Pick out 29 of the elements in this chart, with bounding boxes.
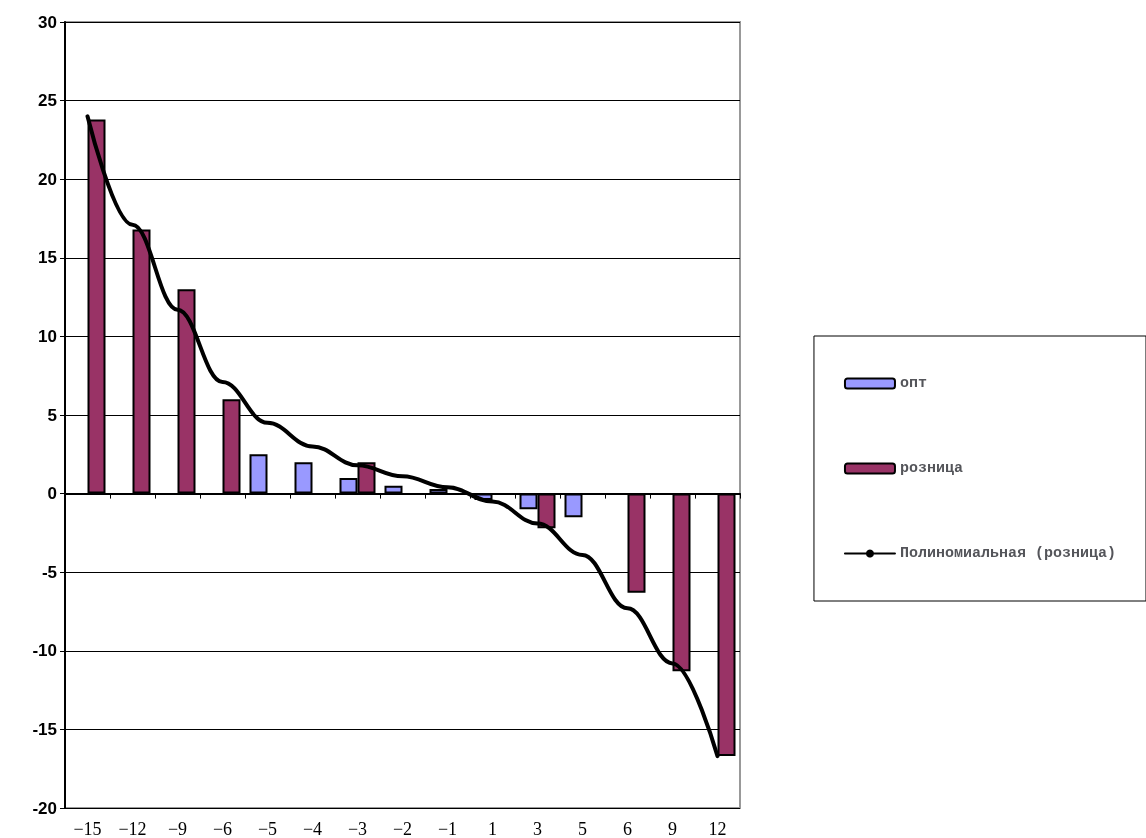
x-tick-label: −15	[73, 819, 102, 838]
x-tick-label: −12	[118, 819, 147, 838]
y-tick-label: 30	[38, 12, 57, 32]
x-tick-label: −9	[167, 819, 188, 838]
y-tick-label: -15	[32, 719, 57, 739]
y-tick-label: -5	[41, 562, 57, 582]
y-tick-label: -10	[32, 641, 57, 661]
y-tick-label: 5	[47, 405, 57, 425]
legend-label: опт	[899, 375, 927, 392]
legend-label: Полиномиальная (розница)	[899, 545, 1117, 562]
y-tick-label: -20	[32, 798, 57, 818]
x-tick-label: −3	[347, 819, 368, 838]
x-tick-label: 12	[708, 819, 727, 838]
x-tick-label: 3	[533, 819, 542, 838]
y-tick-label: 15	[38, 248, 57, 268]
y-tick-label: 25	[38, 91, 57, 111]
legend-label: розница	[899, 460, 963, 477]
x-tick-label: 5	[578, 819, 587, 838]
x-tick-label: 1	[488, 819, 497, 838]
x-tick-label: 9	[668, 819, 677, 838]
y-tick-label: 10	[38, 326, 57, 346]
x-tick-label: −1	[437, 819, 458, 838]
x-tick-label: 6	[623, 819, 632, 838]
x-tick-label: −5	[257, 819, 278, 838]
x-tick-label: −6	[212, 819, 233, 838]
x-tick-label: −4	[302, 819, 323, 838]
y-tick-label: 20	[38, 169, 57, 189]
y-tick-label: 0	[47, 484, 57, 504]
x-tick-label: −2	[392, 819, 413, 838]
